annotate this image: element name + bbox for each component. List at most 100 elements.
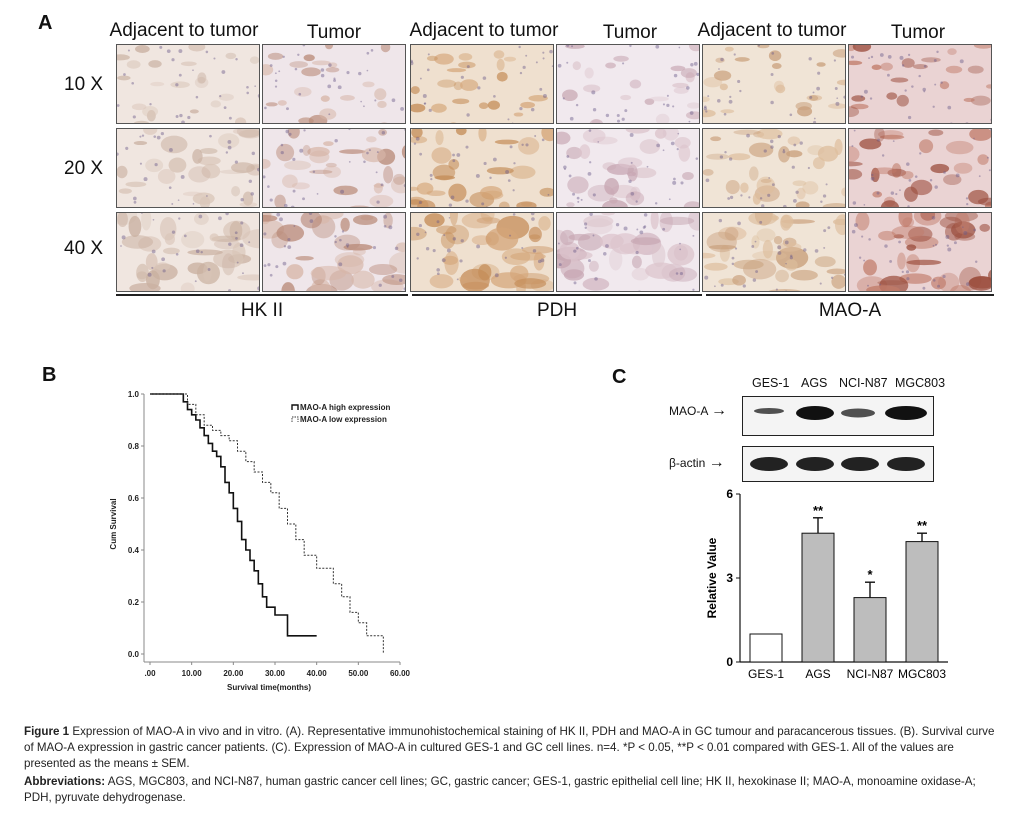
ihc-image-hk-adjacent-20x [116, 128, 260, 208]
panel-c-letter: C [612, 366, 627, 388]
km-legend-label: MAO-A high expression [300, 403, 390, 412]
marker-bracket-hk [116, 294, 408, 296]
ihc-image-mao-adjacent-10x [702, 44, 846, 124]
ihc-texture [117, 129, 259, 207]
bar-ges1 [749, 633, 783, 663]
ihc-image-pdh-adjacent-10x [410, 44, 554, 124]
km-series-low [150, 393, 384, 654]
ihc-texture [703, 45, 845, 123]
caption-label: Figure 1 [24, 725, 70, 738]
arrow-right-icon: → [711, 402, 728, 419]
km-y-tick-label: 0.8 [128, 442, 140, 451]
km-y-tick-label: 1.0 [128, 390, 140, 399]
column-header-pdh-adjacent: Adjacent to tumor [409, 20, 559, 41]
km-legend-label: MAO-A low expression [300, 415, 387, 424]
km-x-tick-label: .00 [144, 669, 156, 678]
column-header-mao-tumor: Tumor [890, 22, 946, 43]
abbreviations-text: AGS, MGC803, and NCI-N87, human gastric … [24, 775, 976, 804]
column-header-pdh-tumor: Tumor [602, 22, 658, 43]
blot-row-label-actin: β-actin → [669, 454, 725, 472]
ihc-image-pdh-adjacent-40x [410, 212, 554, 292]
bar-y-tick-label: 3 [726, 571, 733, 585]
blot-row-label-actin-text: β-actin [669, 456, 706, 470]
panel-a-letter: A [38, 12, 53, 34]
ihc-image-hk-adjacent-40x [116, 212, 260, 292]
ihc-image-hk-tumor-20x [262, 128, 406, 208]
ihc-image-mao-tumor-40x [848, 212, 992, 292]
marker-label-pdh: PDH [536, 300, 578, 321]
row-header-20x: 20 X [64, 158, 104, 179]
ihc-image-hk-tumor-40x [262, 212, 406, 292]
km-y-tick-label: 0.6 [128, 494, 140, 503]
blot-lane-label-ncin87: NCI-N87 [839, 376, 888, 390]
column-header-hk-tumor: Tumor [306, 22, 362, 43]
figure-caption: Figure 1 Expression of MAO-A in vivo and… [24, 724, 999, 772]
ihc-image-pdh-tumor-10x [556, 44, 700, 124]
ihc-texture [703, 213, 845, 291]
bar-mgc803 [905, 541, 939, 663]
blot-beta-actin [742, 446, 934, 482]
bar-category-label: AGS [805, 667, 830, 681]
blot-mao-a [742, 396, 934, 436]
bar-ncin87 [853, 597, 887, 663]
ihc-texture [117, 45, 259, 123]
blot-beta-actin-bands [750, 457, 925, 471]
ihc-image-hk-tumor-10x [262, 44, 406, 124]
ihc-image-pdh-tumor-20x [556, 128, 700, 208]
marker-label-mao: MAO-A [818, 300, 882, 321]
ihc-texture [411, 45, 553, 123]
blot-lane-label-ags: AGS [801, 376, 828, 390]
km-series-high [150, 393, 317, 637]
bar-category-label: GES-1 [748, 667, 784, 681]
bar-y-tick-label: 0 [726, 655, 733, 669]
ihc-texture [263, 129, 405, 207]
caption-text: Expression of MAO-A in vivo and in vitro… [24, 725, 995, 770]
blot-row-label-mao: MAO-A → [669, 402, 727, 420]
marker-label-hk: HK II [240, 300, 284, 321]
km-legend-swatch [291, 404, 299, 410]
ihc-texture [703, 129, 845, 207]
bar-significance-label: ** [917, 518, 928, 533]
relative-value-bar-chart: 0 3 6 Relative Value GES-1 ** AGS * NCI-N87 ** MGC… [705, 487, 948, 681]
row-header-10x: 10 X [64, 74, 104, 95]
ihc-texture [557, 213, 699, 291]
km-y-tick-label: 0.4 [128, 546, 140, 555]
km-y-tick-label: 0.0 [128, 650, 140, 659]
ihc-texture [411, 129, 553, 207]
survival-curve-chart: .00 10.00 20.00 30.00 40.00 50.00 60.00 0.0 0.2 0… [109, 390, 411, 692]
ihc-image-mao-adjacent-40x [702, 212, 846, 292]
km-x-tick-label: 50.00 [348, 669, 369, 678]
blot-lane-label-mgc803: MGC803 [895, 376, 946, 390]
km-x-tick-label: 10.00 [182, 669, 203, 678]
bar-y-axis-label: Relative Value [705, 537, 719, 618]
km-x-axis-label: Survival time(months) [227, 683, 311, 692]
ihc-texture [411, 213, 553, 291]
km-x-tick-label: 30.00 [265, 669, 286, 678]
marker-bracket-mao [706, 294, 994, 296]
ihc-texture [849, 45, 991, 123]
abbreviations-label: Abbreviations: [24, 775, 106, 788]
blot-mao-a-bands [754, 406, 927, 420]
panel-b-letter: B [42, 364, 57, 386]
km-y-tick-label: 0.2 [128, 598, 140, 607]
ihc-texture [263, 213, 405, 291]
km-x-tick-label: 60.00 [390, 669, 411, 678]
km-y-axis-label: Cum Survival [109, 498, 118, 549]
ihc-image-pdh-adjacent-20x [410, 128, 554, 208]
ihc-image-hk-adjacent-10x [116, 44, 260, 124]
km-x-tick-label: 20.00 [223, 669, 244, 678]
ihc-image-mao-tumor-20x [848, 128, 992, 208]
ihc-image-pdh-tumor-40x [556, 212, 700, 292]
blot-row-label-mao-text: MAO-A [669, 404, 708, 418]
arrow-right-icon: → [708, 454, 725, 471]
ihc-image-mao-adjacent-20x [702, 128, 846, 208]
figure-abbreviations: Abbreviations: AGS, MGC803, and NCI-N87,… [24, 774, 999, 806]
column-header-hk-adjacent: Adjacent to tumor [109, 20, 259, 41]
bar-y-tick-label: 6 [726, 487, 733, 501]
bar-ags [801, 532, 835, 663]
column-header-mao-adjacent: Adjacent to tumor [697, 20, 847, 41]
ihc-texture [557, 45, 699, 123]
row-header-40x: 40 X [64, 238, 104, 259]
bar-category-label: NCI-N87 [847, 667, 894, 681]
marker-bracket-pdh [412, 294, 702, 296]
